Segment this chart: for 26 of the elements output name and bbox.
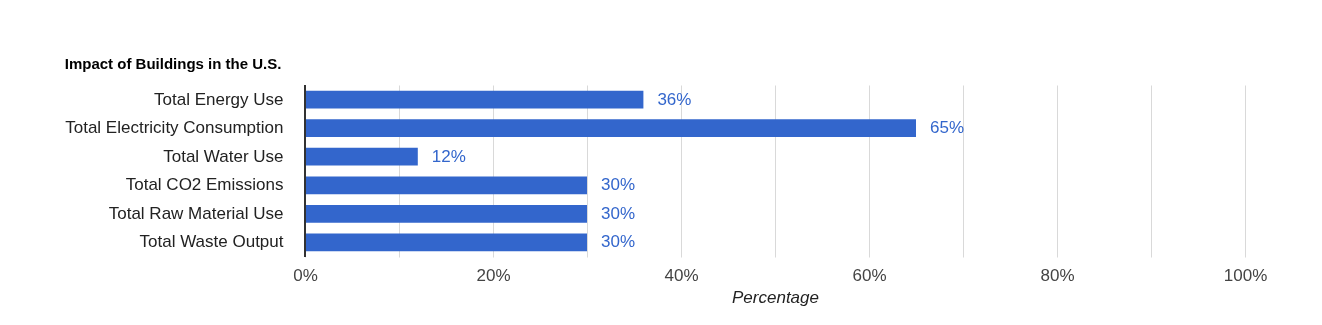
x-tick-label: 60% bbox=[852, 265, 887, 285]
x-tick-label: 40% bbox=[664, 265, 699, 285]
bar bbox=[305, 205, 587, 223]
data-label: 30% bbox=[601, 175, 636, 195]
y-tick-label: Total Raw Material Use bbox=[108, 203, 284, 223]
bar bbox=[305, 90, 644, 109]
bar bbox=[305, 176, 587, 195]
y-tick-label: Total CO2 Emissions bbox=[125, 175, 284, 195]
bar bbox=[305, 119, 916, 137]
y-tick-label: Total Waste Output bbox=[139, 232, 284, 252]
y-tick-label: Total Energy Use bbox=[154, 89, 284, 109]
x-tick-label: 80% bbox=[1040, 265, 1075, 285]
x-tick-label: 0% bbox=[293, 265, 318, 285]
bar bbox=[305, 147, 418, 166]
data-label: 30% bbox=[601, 203, 636, 223]
data-label: 36% bbox=[657, 89, 692, 109]
data-label: 30% bbox=[601, 232, 636, 252]
data-label: 65% bbox=[930, 118, 965, 138]
bar bbox=[305, 233, 587, 252]
data-label: 12% bbox=[431, 146, 466, 166]
x-axis-title: Percentage bbox=[732, 287, 819, 307]
x-tick-label: 100% bbox=[1223, 265, 1268, 285]
text: Impact of Buildings in the U.S. bbox=[64, 55, 282, 73]
y-tick-label: Total Water Use bbox=[163, 146, 284, 166]
x-tick-label: 20% bbox=[476, 265, 511, 285]
y-tick-label: Total Electricity Consumption bbox=[65, 118, 284, 138]
